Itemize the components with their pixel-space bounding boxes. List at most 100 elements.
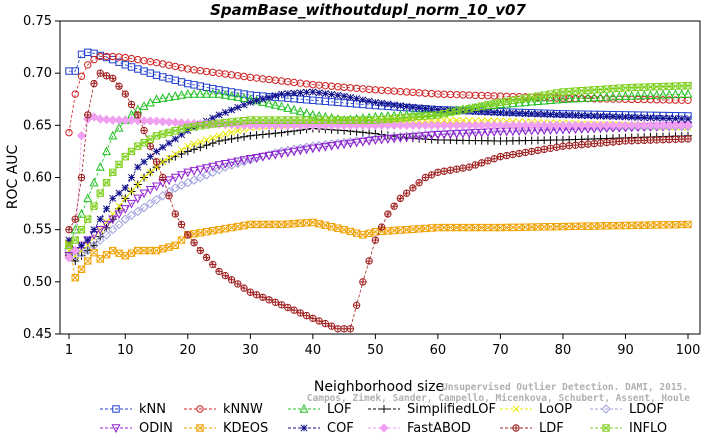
- marker-inflo: [77, 225, 86, 234]
- marker-fastabod: [401, 120, 412, 131]
- marker-odin: [439, 130, 449, 140]
- marker-lof: [220, 89, 230, 99]
- marker-ldf: [171, 210, 179, 218]
- marker-inflo: [159, 130, 167, 138]
- marker-inflo: [509, 96, 517, 104]
- marker-lof: [289, 104, 299, 114]
- marker-simplifiedlof: [202, 141, 211, 150]
- marker-odin: [345, 139, 355, 149]
- marker-ldf: [271, 298, 280, 306]
- marker-lof: [577, 93, 587, 103]
- marker-lof: [652, 89, 662, 99]
- marker-kdeos: [302, 219, 311, 227]
- marker-ldf: [127, 100, 136, 109]
- marker-ldf: [327, 322, 336, 330]
- marker-kdeos: [346, 227, 355, 236]
- y-tick-label: 0.45: [23, 327, 52, 342]
- legend-label-ldf: LDF: [539, 421, 564, 434]
- marker-kdeos: [371, 228, 380, 236]
- marker-lof: [270, 99, 280, 109]
- marker-ldf: [146, 142, 154, 150]
- marker-loop: [453, 116, 461, 124]
- y-tick-label: 0.75: [23, 14, 52, 29]
- marker-cof: [321, 90, 329, 98]
- legend-label-knnw: kNNW: [223, 402, 263, 417]
- marker-inflo: [196, 122, 205, 130]
- marker-lof: [139, 101, 149, 110]
- marker-cof: [253, 97, 261, 105]
- marker-ldf: [409, 184, 417, 192]
- marker-cof: [653, 114, 661, 122]
- marker-inflo: [102, 179, 111, 187]
- marker-inflo: [152, 132, 161, 140]
- marker-ldf: [196, 246, 205, 255]
- marker-kdeos: [465, 223, 473, 232]
- marker-lof: [639, 90, 649, 100]
- marker-inflo: [452, 107, 461, 115]
- marker-ldf: [296, 309, 305, 317]
- marker-odin: [245, 155, 255, 164]
- marker-kdeos: [615, 221, 623, 230]
- marker-lof: [164, 92, 174, 101]
- marker-odin: [295, 146, 305, 156]
- marker-cof: [271, 92, 279, 100]
- marker-cof: [546, 110, 554, 119]
- marker-lof: [658, 89, 668, 99]
- marker-ldof: [189, 175, 199, 185]
- marker-odin: [352, 138, 362, 148]
- marker-inflo: [615, 84, 623, 92]
- marker-inflo: [477, 102, 486, 110]
- marker-odin: [264, 151, 274, 161]
- legend-item-odin: ODIN: [100, 421, 173, 434]
- marker-odin: [283, 148, 293, 158]
- marker-ldf: [415, 179, 423, 187]
- marker-inflo: [71, 236, 79, 244]
- marker-inflo: [603, 85, 611, 93]
- marker-inflo: [628, 83, 636, 92]
- marker-cof: [628, 113, 636, 121]
- marker-cof: [465, 107, 473, 115]
- marker-inflo: [596, 85, 605, 94]
- marker-odin: [389, 134, 399, 144]
- legend-marker-loop: [512, 405, 520, 413]
- marker-lof: [558, 94, 568, 103]
- marker-odin: [308, 144, 318, 154]
- marker-lof: [570, 93, 580, 103]
- legend-marker-cof: [300, 424, 308, 432]
- marker-ldf: [427, 171, 436, 179]
- marker-ldf: [359, 278, 367, 286]
- marker-inflo: [84, 215, 92, 223]
- marker-loop: [459, 116, 467, 125]
- marker-inflo: [534, 92, 542, 100]
- marker-fastabod: [383, 120, 393, 131]
- x-tick-label: 70: [492, 343, 509, 358]
- marker-cof: [609, 113, 617, 121]
- marker-lof: [202, 88, 212, 98]
- marker-inflo: [671, 82, 680, 90]
- marker-ldof: [145, 198, 155, 209]
- marker-fastabod: [139, 116, 149, 126]
- marker-ldf: [584, 140, 592, 148]
- marker-kdeos: [171, 241, 179, 250]
- marker-loop: [228, 128, 236, 136]
- marker-kdeos: [665, 221, 673, 229]
- marker-loop: [234, 127, 242, 135]
- marker-inflo: [634, 83, 642, 92]
- marker-kdeos: [415, 225, 423, 233]
- marker-odin: [170, 173, 180, 183]
- marker-simplifiedlof: [90, 241, 99, 250]
- marker-odin: [314, 143, 324, 153]
- marker-ldf: [471, 161, 480, 169]
- marker-fastabod: [70, 245, 80, 256]
- marker-ldf: [421, 173, 430, 182]
- marker-inflo: [65, 241, 73, 250]
- marker-ldf: [459, 164, 467, 172]
- marker-lof: [633, 90, 643, 100]
- marker-inflo: [646, 83, 655, 91]
- marker-fastabod: [576, 120, 587, 131]
- marker-fastabod: [470, 120, 481, 131]
- marker-ldof: [183, 178, 193, 188]
- series-line-odin: [68, 124, 689, 257]
- marker-inflo: [109, 168, 117, 176]
